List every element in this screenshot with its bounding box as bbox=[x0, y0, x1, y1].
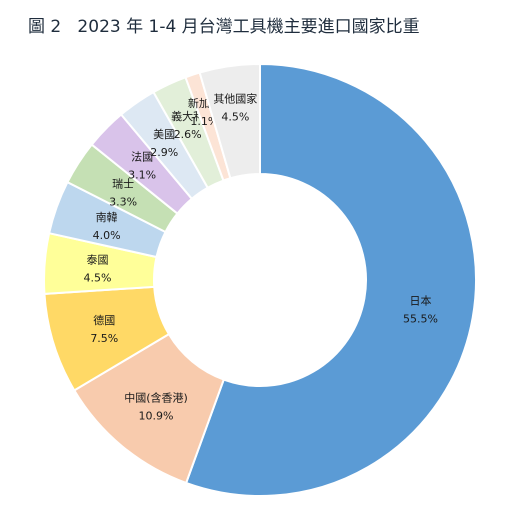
slice-label-11: 其他國家 bbox=[213, 92, 257, 106]
chart-title: 圖 2 2023 年 1-4 月台灣工具機主要進口國家比重 bbox=[28, 17, 420, 37]
slice-value-11: 4.5% bbox=[221, 111, 249, 124]
slice-value-6: 3.3% bbox=[109, 196, 137, 209]
slice-value-4: 4.5% bbox=[84, 271, 112, 284]
slice-label-8: 美國 bbox=[153, 128, 175, 141]
slice-11 bbox=[198, 62, 261, 180]
slice-value-9: 2.6% bbox=[174, 128, 202, 141]
slice-label-7: 法國 bbox=[131, 150, 153, 164]
slice-value-1: 55.5% bbox=[403, 312, 438, 325]
slice-value-3: 7.5% bbox=[90, 332, 118, 345]
slice-label-1: 日本 bbox=[410, 293, 432, 307]
slice-value-8: 2.9% bbox=[150, 146, 178, 159]
slice-label-5: 南韓 bbox=[96, 211, 118, 224]
slice-label-3: 德國 bbox=[93, 313, 115, 327]
slice-value-5: 4.0% bbox=[93, 229, 121, 242]
slice-label-9: 義大利 bbox=[171, 109, 204, 123]
slice-value-7: 3.1% bbox=[128, 169, 156, 182]
slice-label-2: 中國(含香港) bbox=[124, 391, 188, 405]
slice-1 bbox=[184, 62, 477, 497]
slice-value-2: 10.9% bbox=[139, 410, 174, 423]
slice-label-4: 泰國 bbox=[86, 252, 108, 266]
slice-value-10: 1.1% bbox=[190, 115, 218, 128]
slice-label-6: 瑞士 bbox=[112, 177, 134, 191]
